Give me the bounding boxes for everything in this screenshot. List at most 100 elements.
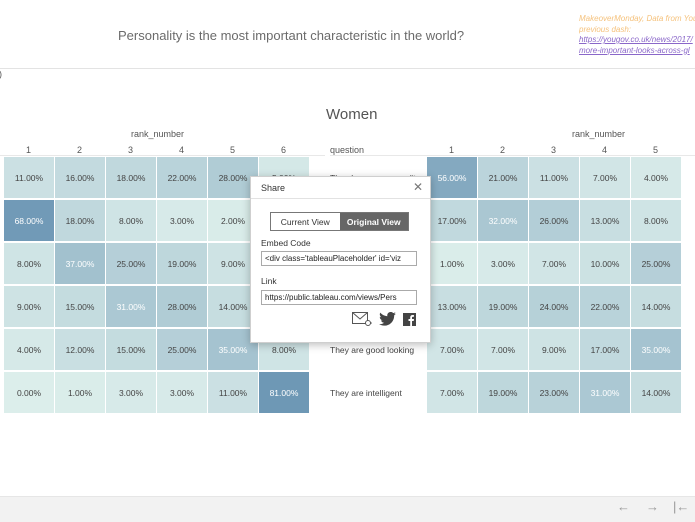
heatmap-cell[interactable]: 24.00% [529, 286, 580, 328]
heatmap-cell[interactable]: 17.00% [427, 200, 478, 242]
women-rank-header: 4 [602, 145, 608, 155]
women-rank-header: 5 [653, 145, 659, 155]
heatmap-cell[interactable]: 25.00% [157, 329, 208, 371]
heatmap-cell[interactable]: 31.00% [580, 372, 631, 414]
heatmap-cell[interactable]: 11.00% [208, 372, 259, 414]
bottom-toolbar: ← → |← [0, 496, 695, 522]
heatmap-cell[interactable]: 26.00% [529, 200, 580, 242]
original-view-button[interactable]: Original View [339, 213, 408, 230]
women-header-rule [330, 155, 695, 156]
heatmap-cell[interactable]: 15.00% [106, 329, 157, 371]
women-rank-header: 3 [551, 145, 557, 155]
heatmap-cell[interactable]: 1.00% [55, 372, 106, 414]
women-title: Women [326, 106, 378, 123]
embed-code-label: Embed Code [261, 238, 311, 248]
men-rank-header: 2 [77, 145, 83, 155]
heatmap-cell[interactable]: 21.00% [478, 157, 529, 199]
men-rank-header: 4 [179, 145, 185, 155]
heatmap-cell[interactable]: 18.00% [106, 157, 157, 199]
heatmap-cell[interactable]: 12.00% [55, 329, 106, 371]
credit-link[interactable]: https://yougov.co.uk/news/2017/ [579, 35, 693, 44]
heatmap-cell[interactable]: 11.00% [529, 157, 580, 199]
link-field[interactable]: https://public.tableau.com/views/Pers [261, 290, 417, 305]
heatmap-cell[interactable]: 14.00% [631, 286, 682, 328]
heatmap-cell[interactable]: 8.00% [631, 200, 682, 242]
first-page-icon[interactable]: |← [673, 499, 690, 514]
close-icon[interactable]: ✕ [412, 180, 423, 194]
heatmap-cell[interactable]: 18.00% [55, 200, 106, 242]
heatmap-cell[interactable]: 9.00% [4, 286, 55, 328]
credit-text: MakeoverMonday, Data from YouGov previou… [579, 14, 695, 62]
men-rank-header: 1 [26, 145, 32, 155]
heatmap-cell[interactable]: 68.00% [4, 200, 55, 242]
heatmap-cell[interactable]: 19.00% [478, 286, 529, 328]
heatmap-cell[interactable]: 11.00% [4, 157, 55, 199]
share-dialog: Share ✕ Current View Original View Embed… [250, 176, 431, 343]
heatmap-cell[interactable]: 15.00% [55, 286, 106, 328]
mail-icon[interactable] [352, 312, 372, 326]
heatmap-cell[interactable]: 9.00% [529, 329, 580, 371]
men-rank-header: 3 [128, 145, 134, 155]
men-axis-title: rank_number [131, 129, 185, 139]
view-toggle: Current View Original View [270, 212, 409, 231]
heatmap-cell[interactable]: 37.00% [55, 243, 106, 285]
embed-code-field[interactable]: <div class='tableauPlaceholder' id='viz [261, 251, 417, 266]
current-view-button[interactable]: Current View [271, 213, 340, 230]
link-label: Link [261, 276, 277, 286]
women-axis-title: rank_number [572, 129, 626, 139]
heatmap-cell[interactable]: 19.00% [157, 243, 208, 285]
heatmap-cell[interactable]: 8.00% [106, 200, 157, 242]
heatmap-cell[interactable]: 3.00% [157, 372, 208, 414]
heatmap-cell[interactable]: 7.00% [529, 243, 580, 285]
heatmap-cell[interactable]: 81.00% [259, 372, 310, 414]
heatmap-cell[interactable]: 3.00% [157, 200, 208, 242]
share-icons [352, 312, 416, 326]
heatmap-cell[interactable]: 8.00% [4, 243, 55, 285]
credit-link[interactable]: more-important-looks-across-gl [579, 45, 690, 55]
twitter-icon[interactable] [379, 312, 396, 326]
heatmap-cell[interactable]: 19.00% [478, 372, 529, 414]
heatmap-cell[interactable]: 25.00% [106, 243, 157, 285]
share-dialog-title: Share [261, 183, 286, 193]
men-header-rule [0, 155, 325, 156]
credit-line: previous dash: [579, 24, 632, 34]
heatmap-cell[interactable]: 22.00% [157, 157, 208, 199]
heatmap-cell[interactable]: 4.00% [631, 157, 682, 199]
question-label: They are good looking [330, 345, 415, 355]
dashboard-title: Personality is the most important charac… [118, 28, 465, 43]
heatmap-cell[interactable]: 1.00% [427, 243, 478, 285]
heatmap-cell[interactable]: 31.00% [106, 286, 157, 328]
men-rank-header: 5 [230, 145, 236, 155]
heatmap-cell[interactable]: 0.00% [4, 372, 55, 414]
facebook-icon[interactable] [403, 312, 416, 326]
divider [251, 198, 430, 199]
heatmap-cell[interactable]: 7.00% [427, 372, 478, 414]
heatmap-cell[interactable]: 3.00% [106, 372, 157, 414]
heatmap-cell[interactable]: 13.00% [427, 286, 478, 328]
heatmap-cell[interactable]: 4.00% [4, 329, 55, 371]
question-header: question [330, 145, 365, 155]
heatmap-cell[interactable]: 56.00% [427, 157, 478, 199]
heatmap-cell[interactable]: 7.00% [478, 329, 529, 371]
heatmap-cell[interactable]: 32.00% [478, 200, 529, 242]
heatmap-cell[interactable]: 22.00% [580, 286, 631, 328]
stray-text: ) [0, 69, 2, 79]
women-rank-header: 1 [449, 145, 455, 155]
heatmap-cell[interactable]: 28.00% [157, 286, 208, 328]
back-arrow-icon[interactable]: ← [617, 499, 630, 514]
heatmap-cell[interactable]: 16.00% [55, 157, 106, 199]
heatmap-cell[interactable]: 7.00% [580, 157, 631, 199]
heatmap-cell[interactable]: 10.00% [580, 243, 631, 285]
heatmap-cell[interactable]: 23.00% [529, 372, 580, 414]
heatmap-cell[interactable]: 35.00% [631, 329, 682, 371]
heatmap-cell[interactable]: 13.00% [580, 200, 631, 242]
heatmap-cell[interactable]: 25.00% [631, 243, 682, 285]
heatmap-cell[interactable]: 17.00% [580, 329, 631, 371]
credit-line: MakeoverMonday, Data from YouGov [579, 14, 695, 23]
heatmap-cell[interactable]: 3.00% [478, 243, 529, 285]
forward-arrow-icon[interactable]: → [646, 499, 659, 514]
women-rank-header: 2 [500, 145, 506, 155]
heatmap-cell[interactable]: 14.00% [631, 372, 682, 414]
dashboard-header: Personality is the most important charac… [0, 0, 695, 69]
heatmap-cell[interactable]: 7.00% [427, 329, 478, 371]
